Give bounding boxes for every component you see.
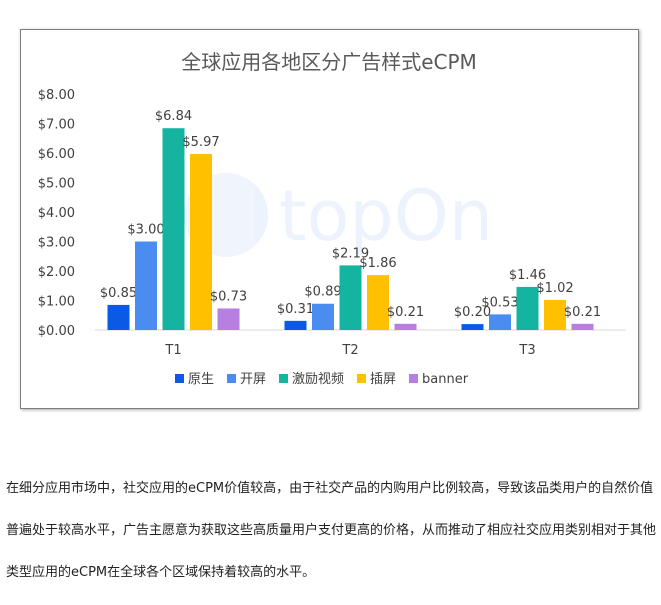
bar — [312, 303, 334, 330]
x-tick-label: T3 — [518, 343, 535, 358]
x-tick-label: T2 — [341, 343, 358, 358]
svg-text:topOn: topOn — [279, 175, 493, 257]
legend-swatch — [227, 374, 236, 383]
legend-label: 原生 — [188, 372, 214, 387]
chart-frame: topOn 全球应用各地区分广告样式eCPM $0.00 $1.00 $2.00 $3.0… — [20, 29, 639, 409]
bar-data-label: $3.00 — [127, 223, 164, 238]
bar-data-label: $0.85 — [100, 286, 137, 301]
bar — [284, 320, 307, 330]
bar-chart: topOn 全球应用各地区分广告样式eCPM $0.00 $1.00 $2.00 $3.0… — [38, 50, 626, 387]
bar — [367, 275, 389, 330]
legend-label: 激励视频 — [292, 372, 344, 387]
legend-swatch — [409, 374, 418, 383]
body-paragraph: 在细分应用市场中，社交应用的eCPM价值较高，由于社交产品的内购用户比例较高，导… — [6, 481, 657, 580]
legend-swatch — [279, 374, 288, 383]
bar — [544, 299, 566, 330]
legend-label: 开屏 — [240, 372, 266, 387]
bar-data-label: $1.86 — [359, 256, 396, 271]
bar-data-label: $1.46 — [509, 268, 546, 283]
bar-data-label: $0.21 — [564, 305, 601, 320]
bar — [162, 128, 185, 330]
y-tick-label: $2.00 — [38, 265, 75, 280]
y-tick-label: $7.00 — [38, 118, 75, 133]
bar — [516, 286, 539, 330]
bar — [217, 308, 240, 330]
bar — [461, 324, 484, 330]
bar-data-label: $0.89 — [304, 285, 341, 300]
bar — [489, 314, 511, 330]
bar — [107, 304, 130, 330]
bar — [190, 153, 212, 330]
x-tick-label: T1 — [164, 343, 181, 358]
bar-data-label: $1.02 — [536, 281, 573, 296]
bar-data-label: $0.73 — [210, 289, 247, 304]
bar — [339, 265, 362, 330]
y-tick-label: $5.00 — [38, 177, 75, 192]
y-tick-label: $6.00 — [38, 147, 75, 162]
y-tick-label: $4.00 — [38, 206, 75, 221]
y-tick-label: $0.00 — [38, 324, 75, 339]
legend-label: 插屏 — [370, 372, 396, 387]
legend-swatch — [175, 374, 184, 383]
chart-title: 全球应用各地区分广告样式eCPM — [181, 50, 477, 74]
bar-data-label: $0.31 — [277, 302, 314, 317]
watermark-logo: topOn — [184, 173, 493, 257]
bar — [571, 323, 594, 330]
bar-data-label: $0.53 — [481, 295, 518, 310]
bar — [135, 241, 157, 330]
bar — [394, 323, 417, 330]
bar-data-label: $0.20 — [454, 305, 491, 320]
y-tick-label: $1.00 — [38, 295, 75, 310]
bar-data-label: $2.19 — [332, 246, 369, 261]
y-tick-label: $3.00 — [38, 236, 75, 251]
legend-swatch — [357, 374, 366, 383]
bar-data-label: $5.97 — [182, 135, 219, 150]
bar-data-label: $6.84 — [155, 109, 192, 124]
bar-data-label: $0.21 — [387, 305, 424, 320]
legend-label: banner — [422, 372, 469, 387]
y-tick-label: $8.00 — [38, 88, 75, 103]
